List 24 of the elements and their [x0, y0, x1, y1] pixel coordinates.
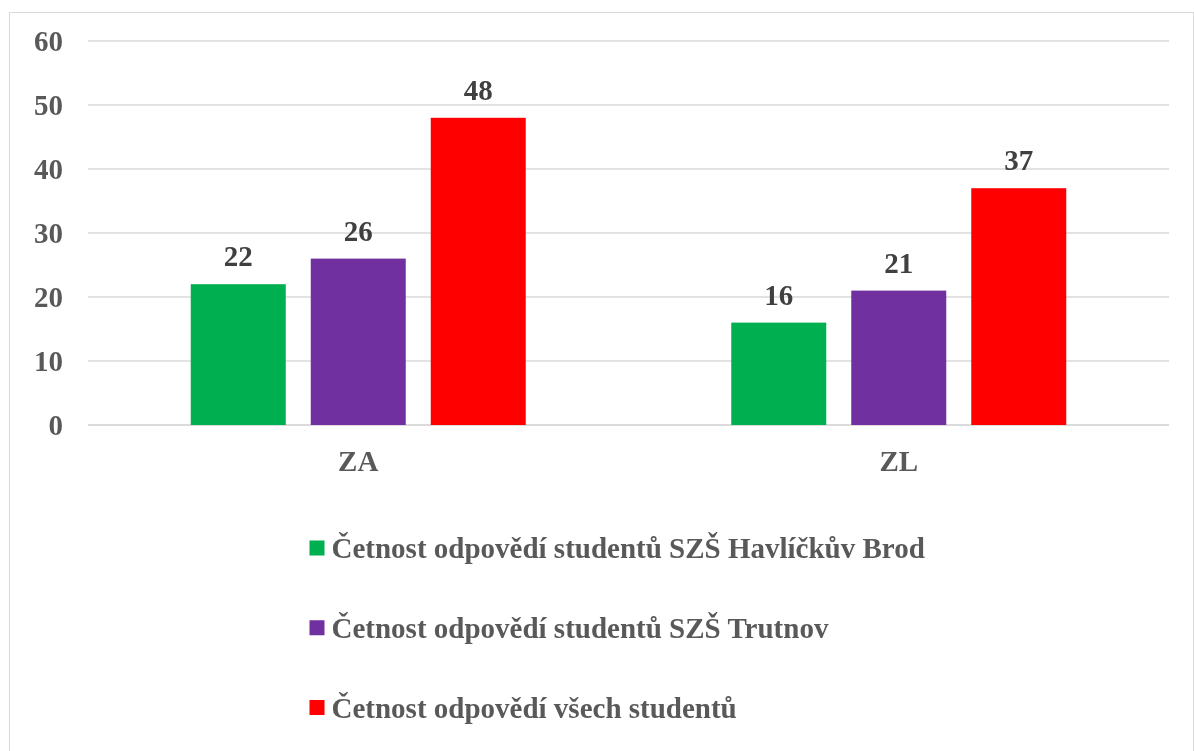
- y-tick-label: 10: [34, 345, 63, 378]
- data-label: 48: [463, 73, 493, 106]
- legend-label: Četnost odpovědí všech studentů: [331, 691, 737, 724]
- y-tick-label: 60: [34, 25, 63, 58]
- bar: [310, 258, 406, 425]
- y-tick-label: 20: [34, 281, 63, 314]
- data-label: 22: [223, 240, 253, 273]
- x-tick-label: ZA: [338, 445, 379, 477]
- bar: [190, 284, 286, 425]
- bar: [731, 322, 827, 425]
- legend-label: Četnost odpovědí studentů SZŠ Havlíčkův Brod: [331, 532, 925, 565]
- data-label: 26: [343, 214, 373, 247]
- legend-label: Četnost odpovědí studentů SZŠ Trutnov: [331, 611, 829, 644]
- bar: [430, 117, 526, 425]
- bar: [851, 290, 947, 425]
- data-label: 21: [884, 246, 914, 279]
- data-label: 37: [1004, 144, 1034, 177]
- x-tick-label: ZL: [879, 445, 919, 477]
- y-tick-label: 0: [48, 409, 63, 442]
- bar: [971, 188, 1067, 425]
- y-tick-label: 50: [34, 89, 63, 122]
- y-tick-label: 30: [34, 217, 63, 250]
- data-label: 16: [764, 278, 794, 311]
- y-tick-label: 40: [34, 153, 63, 186]
